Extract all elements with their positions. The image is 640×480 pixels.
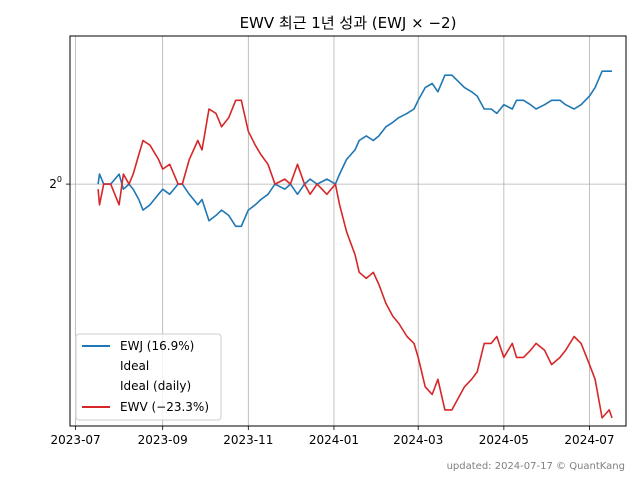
legend-frame bbox=[75, 333, 222, 421]
x-tick-label: 2024-03 bbox=[393, 433, 443, 447]
x-tick-label: 2023-09 bbox=[138, 433, 188, 447]
x-tick-label: 2024-05 bbox=[479, 433, 529, 447]
plot-frame bbox=[69, 35, 627, 427]
legend-label-ewv: EWV (−23.3%) bbox=[120, 400, 209, 414]
legend-label-ideal-daily: Ideal (daily) bbox=[120, 379, 191, 393]
legend: EWJ (16.9%) Ideal Ideal (daily) EWV (−23… bbox=[75, 333, 222, 421]
x-tick-label: 2024-07 bbox=[564, 433, 614, 447]
y-tick-label: 20 bbox=[49, 175, 62, 191]
footer-note: updated: 2024-07-17 © QuantKang bbox=[447, 461, 625, 472]
series-line-0 bbox=[97, 70, 612, 228]
legend-label-ewj: EWJ (16.9%) bbox=[120, 339, 194, 353]
series-layer bbox=[97, 70, 613, 419]
chart-title: EWV 최근 1년 성과 (EWJ × −2) bbox=[240, 14, 457, 32]
series-line-3 bbox=[97, 99, 613, 419]
x-tick-label: 2023-11 bbox=[223, 433, 273, 447]
grid bbox=[70, 36, 626, 426]
x-axis: 2023-07 2023-09 2023-11 2024-01 2024-03 2024-… bbox=[51, 426, 615, 447]
x-tick-label: 2024-01 bbox=[309, 433, 359, 447]
y-axis: 20 bbox=[49, 175, 70, 191]
legend-label-ideal: Ideal bbox=[120, 359, 149, 373]
x-tick-label: 2023-07 bbox=[51, 433, 101, 447]
